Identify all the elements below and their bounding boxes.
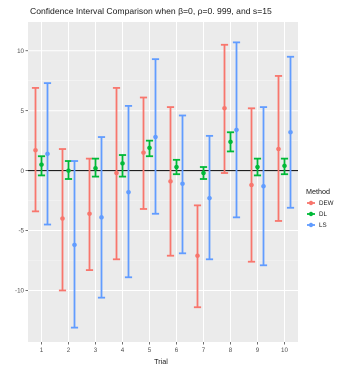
ls-point [126, 189, 131, 195]
ls-point [288, 129, 293, 135]
series-ls [43, 41, 295, 329]
legend-key-ls-point [308, 222, 314, 228]
x-tick-label: 1 [40, 347, 44, 354]
legend: Method DEW DL LS [306, 187, 334, 229]
x-tick-label: 5 [148, 347, 152, 354]
ls-point [45, 151, 50, 157]
dl-point [174, 164, 179, 170]
dl-point [93, 165, 98, 171]
dl-point [66, 168, 71, 173]
series-dl [37, 131, 289, 180]
plot-panel [28, 22, 298, 342]
ls-point [261, 183, 266, 189]
ls-point [72, 242, 77, 248]
x-tick-label: 2 [67, 347, 71, 354]
dew-point [249, 182, 254, 188]
dl-point [120, 161, 125, 166]
legend-label-dew: DEW [319, 200, 334, 207]
legend-label-dl: DL [319, 211, 327, 218]
y-tick-label: -10 [15, 288, 25, 295]
legend-key-dl-point [308, 211, 314, 217]
legend-title: Method [306, 187, 330, 196]
x-tick-label: 9 [256, 347, 260, 354]
dew-point [141, 150, 146, 155]
dew-point [60, 216, 65, 221]
x-axis: 1 2 3 4 5 6 7 8 9 10 [40, 342, 288, 354]
y-axis: -10 -5 0 5 10 [15, 48, 28, 295]
dew-point [87, 211, 92, 217]
dl-point [39, 162, 44, 167]
dew-point [168, 179, 173, 184]
ls-point [153, 134, 158, 140]
legend-key-dew-point [308, 200, 314, 206]
legend-label-ls: LS [319, 222, 327, 229]
x-tick-label: 6 [175, 347, 179, 354]
ls-point [99, 215, 104, 220]
x-tick-label: 3 [94, 347, 98, 354]
y-tick-label: 10 [17, 48, 24, 55]
dl-point [282, 163, 287, 169]
y-tick-label: 0 [21, 168, 25, 175]
ls-point [234, 127, 239, 133]
dew-point [195, 253, 200, 259]
dl-point [228, 139, 233, 145]
y-tick-label: -5 [18, 228, 24, 235]
ls-point [180, 181, 185, 187]
dew-point [33, 147, 38, 153]
series-dew [31, 43, 283, 309]
x-tick-label: 4 [121, 347, 125, 354]
x-tick-label: 8 [229, 347, 233, 354]
dl-point [147, 145, 152, 151]
dew-point [222, 105, 227, 111]
plot-background [28, 22, 298, 342]
chart-title: Confidence Interval Comparison when β=0,… [30, 6, 272, 16]
dl-point [201, 170, 206, 176]
x-tick-label: 7 [202, 347, 206, 354]
dl-point [255, 164, 260, 170]
ls-point [207, 195, 212, 201]
y-tick-label: 5 [21, 108, 25, 115]
x-tick-label: 10 [281, 347, 288, 354]
dew-point [276, 146, 281, 152]
x-axis-title: Trial [154, 357, 168, 366]
dew-point [114, 170, 119, 176]
